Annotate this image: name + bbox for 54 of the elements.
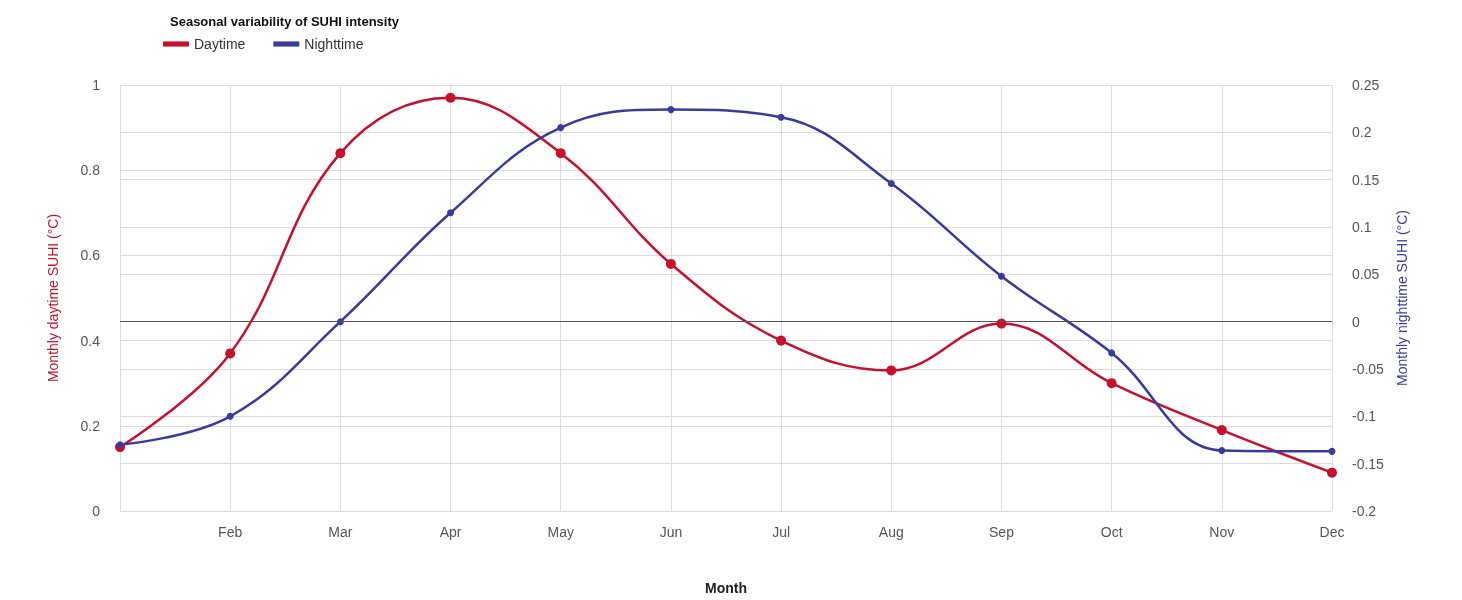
y2-tick-label: -0.05	[1352, 361, 1385, 377]
y-tick-label: 0.2	[80, 417, 101, 434]
y2-axis-title: Monthly nighttime SUHI (°C)	[1393, 210, 1410, 386]
y2-tick-label: 0	[1352, 313, 1360, 330]
point	[116, 441, 124, 449]
point	[1328, 447, 1336, 455]
point	[886, 365, 897, 376]
point	[665, 258, 676, 269]
x-tick-label: Dec	[1319, 524, 1345, 540]
x-tick-label: Apr	[439, 524, 462, 540]
point	[445, 92, 456, 103]
y-tick-label: 0.6	[80, 247, 101, 264]
point	[225, 348, 236, 359]
chart-title: Seasonal variability of SUHI intensity	[170, 14, 400, 29]
y2-tick-label: 0.2	[1352, 124, 1372, 141]
x-tick-label: Mar	[328, 524, 353, 540]
y2-tick-label: -0.15	[1352, 455, 1385, 472]
x-tick-label: Nov	[1209, 524, 1235, 540]
point	[1327, 467, 1337, 478]
x-tick-label: Jul	[772, 524, 791, 540]
y2-tick-label: 0.15	[1352, 171, 1380, 188]
x-tick-label: Sep	[988, 524, 1015, 540]
y2-tick-label: 0.25	[1352, 77, 1380, 93]
y-tick-label: 1	[92, 77, 101, 93]
y2-tick-label: 0.1	[1352, 219, 1372, 235]
x-axis-title: Month	[705, 580, 747, 596]
point	[557, 124, 565, 132]
y2-tick-label: -0.2	[1352, 503, 1377, 519]
x-tick-label: Feb	[218, 524, 243, 540]
x-tick-label: Oct	[1100, 524, 1123, 540]
point	[776, 335, 787, 346]
x-tick-label: May	[547, 524, 574, 540]
y-tick-label: 0.4	[80, 332, 101, 349]
point	[1108, 349, 1116, 357]
point	[1106, 378, 1117, 389]
x-tick-label: Jun	[659, 524, 683, 540]
point	[335, 148, 346, 159]
y-axis-title: Monthly daytime SUHI (°C)	[45, 213, 61, 383]
point	[226, 412, 234, 420]
y2-tick-label: -0.1	[1352, 408, 1377, 425]
point	[555, 148, 566, 159]
point	[777, 113, 785, 121]
y-tick-label: 0.8	[80, 162, 101, 179]
point	[997, 272, 1005, 280]
y2-tick-label: 0.05	[1352, 266, 1380, 283]
point	[1218, 446, 1226, 454]
point	[667, 106, 675, 114]
legend-label: Nighttime	[304, 36, 364, 52]
y-tick-label: 0	[92, 503, 101, 519]
point	[447, 209, 455, 217]
point	[887, 179, 895, 187]
point	[1216, 425, 1227, 436]
x-tick-label: Aug	[878, 524, 904, 540]
legend-label: Daytime	[194, 36, 246, 52]
